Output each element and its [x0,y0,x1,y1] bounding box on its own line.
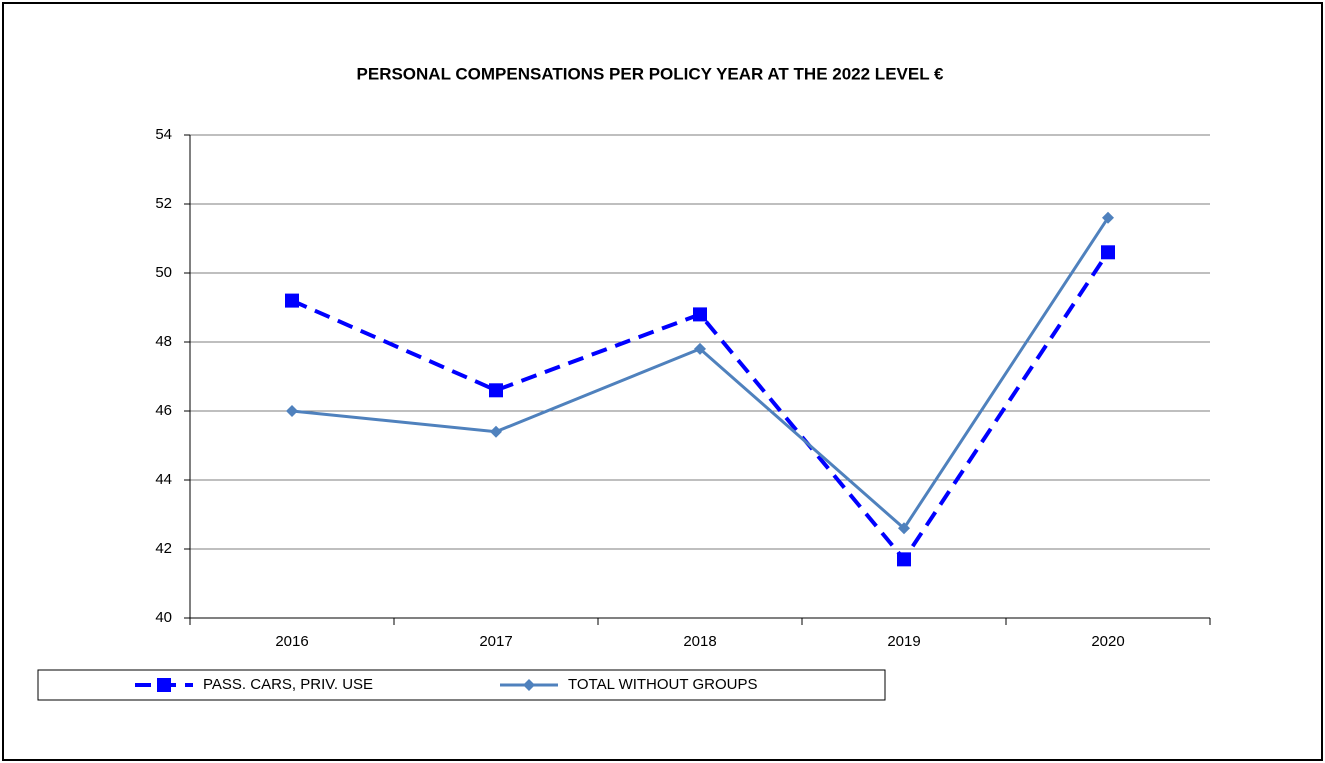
x-tick-label: 2016 [275,633,308,650]
diamond-marker [1102,211,1114,224]
y-tick-label: 48 [155,333,172,350]
square-marker [157,678,171,692]
x-tick-label: 2017 [479,633,512,650]
diamond-marker [898,522,910,535]
square-marker [1101,245,1115,260]
x-tick-label: 2019 [887,633,920,650]
y-tick-label: 50 [155,264,172,281]
y-tick-label: 40 [155,609,172,626]
y-tick-label: 54 [155,126,172,143]
legend-label: TOTAL WITHOUT GROUPS [568,676,757,693]
square-marker [693,307,707,322]
diamond-marker [523,679,535,691]
y-tick-label: 46 [155,402,172,419]
diamond-marker [694,342,706,355]
square-marker [489,383,503,398]
diamond-marker [490,425,502,438]
x-tick-label: 2018 [683,633,716,650]
legend-label: PASS. CARS, PRIV. USE [203,676,373,693]
y-tick-label: 42 [155,540,172,557]
chart-title: PERSONAL COMPENSATIONS PER POLICY YEAR A… [357,64,944,83]
square-marker [285,293,299,308]
legend-box [37,669,886,701]
square-marker [897,552,911,567]
y-tick-label: 52 [155,195,172,212]
diamond-marker [286,405,298,417]
y-tick-label: 44 [155,471,172,488]
x-tick-label: 2020 [1091,633,1124,650]
